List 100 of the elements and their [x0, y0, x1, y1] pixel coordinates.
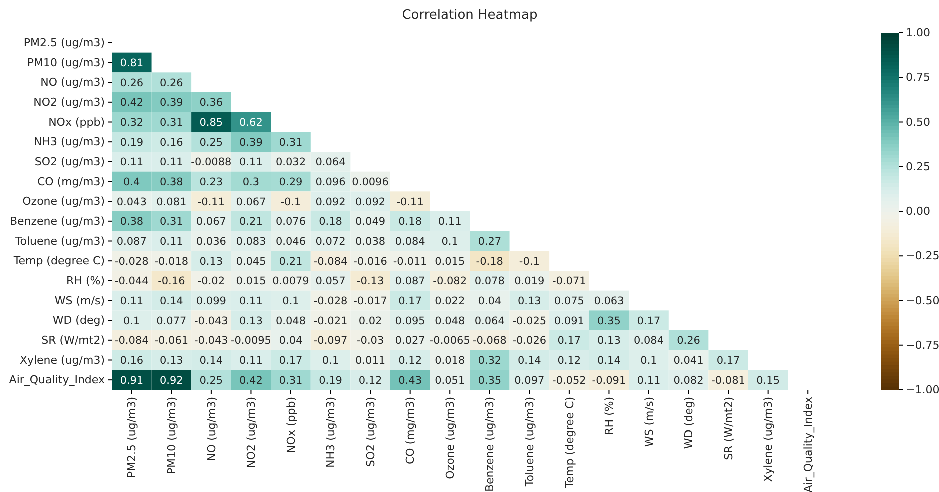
data-label: 0.15 — [756, 374, 780, 387]
data-label: 0.11 — [637, 374, 661, 387]
data-label: 0.015 — [435, 256, 466, 268]
data-label: 0.048 — [435, 315, 466, 328]
data-label: 0.067 — [236, 196, 266, 208]
data-label: 0.11 — [240, 354, 263, 367]
data-label: 0.082 — [674, 374, 704, 387]
x-tick-label: NO2 (ug/m3) — [245, 397, 258, 468]
data-label: -0.13 — [356, 276, 384, 288]
data-label: 0.35 — [478, 374, 502, 387]
data-label: 0.064 — [474, 315, 506, 328]
data-label: -0.028 — [314, 295, 348, 308]
y-tick-label: Temp (degree C) — [12, 254, 105, 268]
y-tick-label: WD (deg) — [52, 314, 105, 328]
data-label: -0.081 — [712, 374, 746, 387]
data-label: 0.022 — [435, 295, 466, 308]
data-label: 0.063 — [594, 295, 624, 308]
data-label: 0.38 — [120, 216, 144, 228]
data-label: 0.21 — [279, 256, 303, 268]
y-tick-label: WS (m/s) — [54, 294, 105, 308]
data-label: 0.4 — [124, 176, 141, 188]
data-label: -0.016 — [354, 256, 388, 268]
y-tick-label: PM10 (ug/m3) — [27, 56, 105, 70]
data-label: -0.043 — [194, 335, 228, 348]
data-label: 0.92 — [160, 374, 184, 387]
data-label: 0.13 — [518, 295, 542, 308]
data-label: -0.02 — [198, 276, 226, 288]
data-label: 0.17 — [558, 335, 582, 348]
data-label: 0.39 — [160, 97, 184, 110]
data-label: 0.095 — [395, 315, 426, 328]
data-label: -0.011 — [393, 256, 428, 268]
data-label: 0.26 — [160, 77, 184, 90]
data-label: 0.12 — [558, 354, 582, 367]
data-label: 0.045 — [236, 256, 266, 268]
data-label: 0.092 — [356, 196, 386, 208]
x-tick-label: SO2 (ug/m3) — [364, 397, 378, 468]
data-label: -0.025 — [512, 315, 547, 328]
y-tick-label: CO (mg/m3) — [37, 175, 105, 188]
data-label: 0.1 — [322, 354, 340, 367]
data-label: 0.057 — [316, 276, 346, 288]
y-tick-label: Air_Quality_Index — [9, 374, 106, 387]
data-label: 0.39 — [240, 136, 263, 149]
data-label: -0.0088 — [191, 156, 232, 169]
data-label: 0.17 — [716, 354, 740, 367]
data-label: 0.049 — [356, 216, 386, 228]
data-label: 0.16 — [160, 136, 184, 149]
data-label: 0.18 — [319, 216, 342, 228]
data-label: -0.068 — [472, 335, 507, 348]
data-label: -0.061 — [154, 335, 189, 348]
data-label: 0.027 — [395, 335, 426, 348]
data-label: 0.067 — [196, 216, 226, 228]
data-label: -0.03 — [356, 335, 384, 348]
data-label: 0.35 — [598, 315, 621, 328]
data-label: 0.04 — [478, 295, 502, 308]
data-label: 0.077 — [156, 315, 187, 328]
data-label: 0.12 — [358, 374, 382, 387]
data-label: 0.02 — [358, 315, 382, 328]
color-bar-label: −0.75 — [906, 338, 939, 352]
data-label: 0.19 — [120, 136, 144, 149]
x-tick-label: Toluene (ug/m3) — [524, 397, 537, 488]
color-bar-label: 1.00 — [906, 26, 930, 40]
data-label: 0.3 — [242, 176, 260, 188]
data-label: 0.087 — [116, 236, 147, 248]
data-label: -0.11 — [396, 196, 424, 208]
color-bar-label: 0.50 — [906, 116, 930, 129]
y-tick-label: Ozone (ug/m3) — [22, 195, 105, 208]
data-label: -0.1 — [280, 196, 302, 208]
data-label: 0.18 — [398, 216, 422, 228]
y-tick-label: RH (%) — [66, 274, 105, 288]
data-label: 0.31 — [160, 216, 184, 228]
data-label: 0.19 — [319, 374, 342, 387]
data-label: 0.17 — [279, 354, 303, 367]
data-label: 0.27 — [478, 236, 502, 248]
data-label: 0.29 — [279, 176, 303, 188]
data-label: 0.32 — [120, 116, 144, 129]
data-label: 0.076 — [276, 216, 306, 228]
y-tick-label: NH3 (ug/m3) — [34, 136, 105, 149]
data-label: -0.0065 — [430, 335, 470, 348]
data-label: 0.084 — [634, 335, 664, 348]
data-label: 0.62 — [240, 116, 263, 129]
data-label: 0.091 — [554, 315, 584, 328]
data-label: 0.26 — [120, 77, 144, 90]
x-tick-label: WD (deg) — [682, 397, 696, 450]
data-label: 0.16 — [120, 354, 144, 367]
data-label: 0.91 — [120, 374, 144, 387]
data-label: 0.11 — [120, 295, 144, 308]
data-label: 0.099 — [196, 295, 226, 308]
x-tick-label: NOx (ppb) — [284, 397, 298, 454]
data-label: 0.04 — [279, 335, 304, 348]
data-label: 0.26 — [677, 335, 701, 348]
data-label: -0.18 — [476, 256, 504, 268]
y-tick-label: PM2.5 (ug/m3) — [24, 36, 105, 50]
data-label: 0.083 — [236, 236, 266, 248]
data-label: 0.23 — [200, 176, 224, 188]
data-label: 0.14 — [200, 354, 224, 367]
data-label: 0.17 — [398, 295, 422, 308]
color-bar-label: −0.25 — [906, 250, 939, 263]
data-label: 0.0096 — [352, 176, 390, 188]
chart-title: Correlation Heatmap — [402, 8, 538, 23]
data-label: -0.052 — [552, 374, 586, 387]
